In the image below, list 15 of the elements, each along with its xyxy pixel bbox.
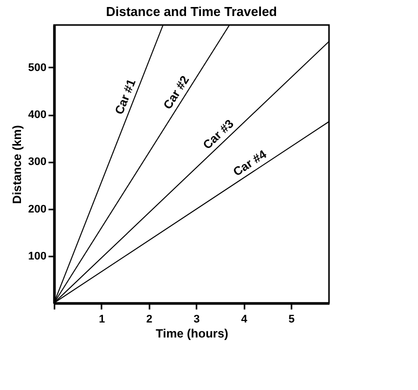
y-tick-label: 400 (28, 109, 46, 122)
text: Car #1 (112, 76, 139, 116)
x-tick-label: 2 (146, 314, 152, 326)
y-tick-label: 100 (28, 250, 46, 262)
x-tick-label: 4 (241, 314, 248, 326)
x-axis-title: Time (hours) (156, 326, 228, 340)
x-tick-label: 1 (98, 314, 105, 326)
y-tick-label: 300 (28, 156, 46, 168)
y-axis-title: Distance (km) (10, 125, 24, 204)
y-tick-label: 200 (28, 203, 46, 216)
y-tick-label: 500 (28, 62, 46, 74)
text: Car #2 (160, 72, 192, 112)
x-tick-label: 5 (288, 314, 295, 326)
x-tick-label: 3 (194, 314, 200, 326)
chart-title: Distance and Time Traveled (106, 4, 278, 19)
